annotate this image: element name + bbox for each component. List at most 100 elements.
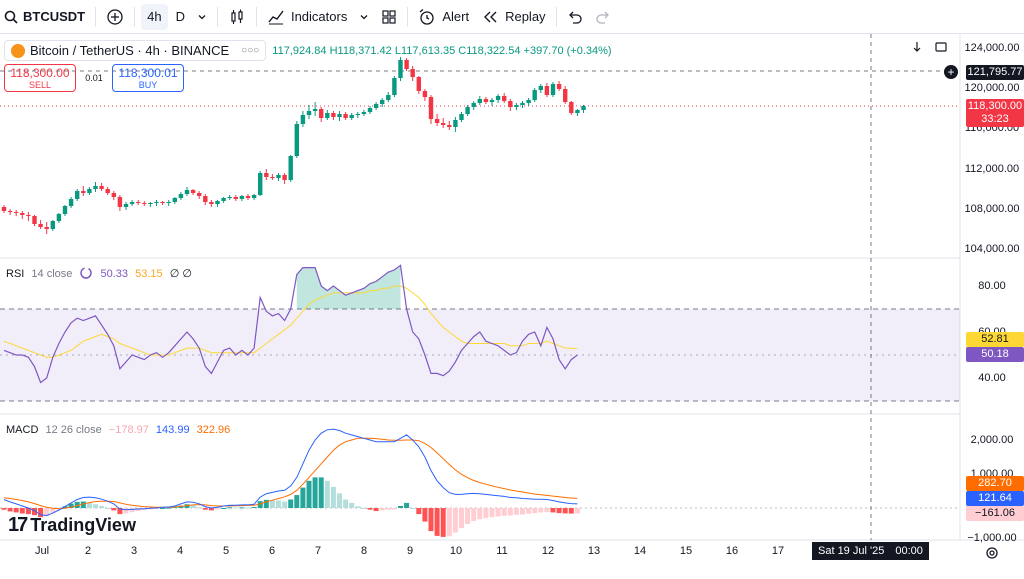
macd-tick: −1,000.00 (967, 532, 1017, 544)
macd-hist-value: −178.97 (108, 424, 149, 436)
compare-button[interactable] (100, 0, 130, 34)
time-tick: 8 (360, 545, 368, 557)
candle-body (276, 175, 281, 178)
macd-histogram-bar (361, 508, 367, 509)
macd-line-value: 143.99 (155, 424, 190, 436)
macd-histogram-bar (288, 499, 294, 508)
candle-body (203, 196, 208, 202)
divider (134, 6, 136, 27)
symbol-title-pill[interactable]: Bitcoin / TetherUS · 4h · BINANCE ○○○ (4, 40, 267, 61)
tv-logo-icon: 17 (8, 514, 28, 536)
candle-body (398, 60, 403, 78)
candle-body (166, 202, 171, 203)
rewind-icon (481, 8, 499, 26)
candle-body (233, 197, 238, 199)
macd-histogram-bar (434, 508, 440, 536)
macd-histogram-bar (440, 508, 446, 537)
timeframe-4h[interactable]: 4h (141, 3, 168, 30)
last-price-tag: 118,300.00 33:23 (966, 99, 1024, 127)
indicators-button[interactable]: Indicators (261, 0, 353, 34)
buy-label: BUY (138, 80, 158, 90)
macd-histogram-bar (526, 508, 532, 514)
symbol-legend: Bitcoin / TetherUS · 4h · BINANCE ○○○ 11… (4, 40, 612, 61)
macd-histogram-bar (178, 505, 184, 508)
price-scale-controls (910, 40, 948, 57)
macd-histogram-bar (68, 503, 74, 508)
sell-price: 118,300.00 (10, 66, 70, 80)
grid-icon (381, 9, 397, 25)
time-tick: 2 (84, 545, 92, 557)
chart-type-button[interactable] (222, 0, 252, 34)
candle-body (75, 191, 80, 199)
macd-histogram-bar (324, 480, 330, 508)
macd-histogram-bar (385, 508, 391, 510)
macd-histogram-bar (215, 508, 220, 510)
sell-button[interactable]: 118,300.00 SELL (4, 64, 76, 92)
macd-histogram-bar (166, 507, 172, 509)
candle-body (123, 204, 129, 207)
high-value: H118,371.42 (329, 44, 392, 57)
macd-histogram-bar (330, 486, 336, 508)
settings-gear-icon[interactable] (984, 545, 1000, 564)
candle-body (495, 96, 501, 100)
candle-body (1, 207, 7, 211)
time-tick: 5 (222, 545, 230, 557)
candle-body (81, 191, 86, 193)
arrow-down-icon[interactable] (910, 40, 924, 57)
divider (407, 6, 409, 27)
macd-histogram-bar (550, 508, 556, 513)
alarm-clock-icon (418, 8, 436, 26)
alert-button[interactable]: Alert (412, 0, 475, 34)
macd-histogram-bar (7, 508, 13, 512)
crosshair-price-tag: 121,795.77 (966, 65, 1024, 80)
redo-button[interactable] (589, 0, 617, 34)
candle-body (160, 202, 165, 203)
timeframe-d[interactable]: D (175, 9, 185, 24)
replay-button[interactable]: Replay (475, 0, 551, 34)
candle-body (87, 189, 92, 193)
candle-body (526, 100, 531, 103)
more-icon[interactable]: ○○○ (241, 45, 260, 56)
buy-button[interactable]: 118,300.01 BUY (112, 64, 184, 92)
candle-body (93, 186, 98, 189)
price-tick: 124,000.00 (964, 42, 1020, 54)
undo-button[interactable] (561, 0, 589, 34)
macd-histogram-bar (184, 504, 190, 508)
spread-value: 0.01 (85, 73, 103, 83)
candle-body (337, 114, 342, 117)
candle-body (197, 193, 202, 196)
macd-histogram-bar (86, 502, 92, 508)
symbol-search[interactable]: BTCUSDT (0, 0, 91, 34)
candle-body (416, 77, 421, 91)
macd-signal-value: 322.96 (196, 424, 231, 436)
macd-histogram-bar (568, 508, 574, 514)
rsi-overbought-fill (296, 265, 401, 309)
candle-body (380, 100, 385, 104)
candle-body (306, 111, 312, 115)
tradingview-logo: 17 TradingView (8, 514, 136, 537)
macd-histogram-bar (520, 508, 525, 515)
maximize-icon[interactable] (934, 40, 948, 57)
macd-histogram-bar (507, 508, 513, 516)
candle-body (392, 78, 397, 95)
candle-body (178, 194, 184, 198)
macd-histogram-bar (318, 477, 324, 508)
candle-body (264, 173, 269, 177)
macd-histogram-bar (196, 507, 202, 509)
time-tick: 3 (130, 545, 138, 557)
time-tick: 7 (314, 545, 322, 557)
indicators-dropdown[interactable] (353, 0, 375, 34)
time-tick: 14 (633, 545, 647, 557)
time-tick: 17 (771, 545, 785, 557)
candle-body (441, 123, 446, 125)
templates-button[interactable] (375, 0, 403, 34)
buy-price: 118,300.01 (118, 66, 178, 80)
divider (555, 6, 557, 27)
add-alert-icon[interactable]: + (944, 65, 958, 79)
settings-cycle-icon[interactable] (79, 266, 93, 283)
timeframe-dropdown[interactable] (191, 0, 213, 34)
macd-histogram-bar (282, 501, 288, 508)
candle-body (270, 177, 275, 178)
macd-signal-line (3, 437, 578, 510)
